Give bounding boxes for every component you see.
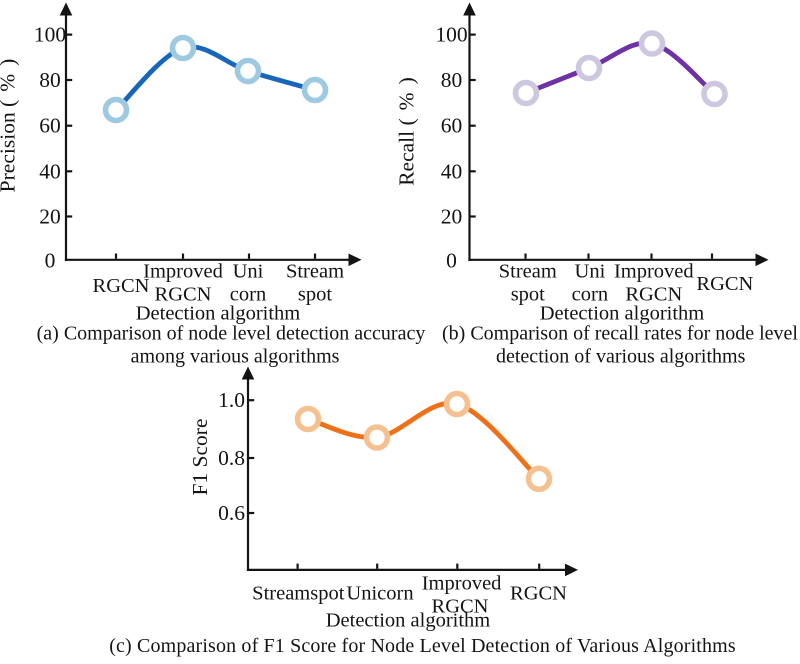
- svg-text:corn: corn: [230, 284, 266, 306]
- svg-text:Uni: Uni: [575, 261, 606, 283]
- svg-text:0.8: 0.8: [218, 446, 245, 470]
- svg-text:40: 40: [39, 159, 61, 183]
- svg-text:80: 80: [441, 68, 463, 92]
- svg-text:40: 40: [441, 159, 463, 183]
- svg-text:Detection algorithm: Detection algorithm: [326, 610, 491, 632]
- svg-text:RGCN: RGCN: [432, 596, 489, 618]
- svg-text:(b) Comparison of recall rates: (b) Comparison of recall rates for node …: [442, 323, 798, 345]
- svg-text:20: 20: [39, 205, 61, 229]
- svg-text:Detection algorithm: Detection algorithm: [136, 303, 301, 325]
- svg-text:corn: corn: [572, 284, 608, 306]
- svg-text:detection of various algorithm: detection of various algorithms: [496, 346, 746, 368]
- svg-text:Precision (%): Precision (%): [0, 59, 20, 193]
- svg-text:Unicorn: Unicorn: [346, 583, 413, 605]
- svg-text:Improved: Improved: [422, 573, 502, 595]
- svg-text:60: 60: [441, 114, 463, 138]
- svg-text:RGCN: RGCN: [625, 284, 682, 306]
- svg-text:0: 0: [446, 248, 457, 272]
- svg-text:RGCN: RGCN: [155, 284, 212, 306]
- svg-text:1.0: 1.0: [218, 388, 245, 412]
- svg-text:80: 80: [39, 68, 61, 92]
- svg-text:spot: spot: [511, 284, 545, 306]
- svg-text:Uni: Uni: [233, 261, 264, 283]
- svg-text:60: 60: [39, 114, 61, 138]
- svg-text:Improved: Improved: [614, 261, 694, 283]
- svg-text:Stream: Stream: [286, 261, 344, 283]
- svg-text:(a) Comparison of node level d: (a) Comparison of node level detection a…: [37, 323, 426, 345]
- svg-text:0: 0: [45, 248, 56, 272]
- svg-text:among various algorithms: among various algorithms: [131, 346, 340, 368]
- svg-text:100: 100: [34, 23, 66, 47]
- svg-text:RGCN: RGCN: [93, 275, 150, 297]
- svg-text:Improved: Improved: [143, 261, 223, 283]
- svg-text:spot: spot: [298, 284, 332, 306]
- svg-text:F1 Score: F1 Score: [188, 418, 212, 495]
- svg-text:Detection algorithm: Detection algorithm: [540, 303, 705, 325]
- svg-text:RGCN: RGCN: [510, 583, 567, 605]
- svg-text:0.6: 0.6: [218, 501, 245, 525]
- svg-text:Streamspot: Streamspot: [252, 583, 345, 605]
- svg-text:Recall (%): Recall (%): [395, 77, 419, 186]
- svg-text:Stream: Stream: [499, 261, 557, 283]
- svg-text:RGCN: RGCN: [696, 273, 753, 295]
- svg-text:(c) Comparison of F1 Score for: (c) Comparison of F1 Score for Node Leve…: [109, 635, 736, 657]
- svg-text:20: 20: [441, 205, 463, 229]
- svg-text:100: 100: [435, 23, 467, 47]
